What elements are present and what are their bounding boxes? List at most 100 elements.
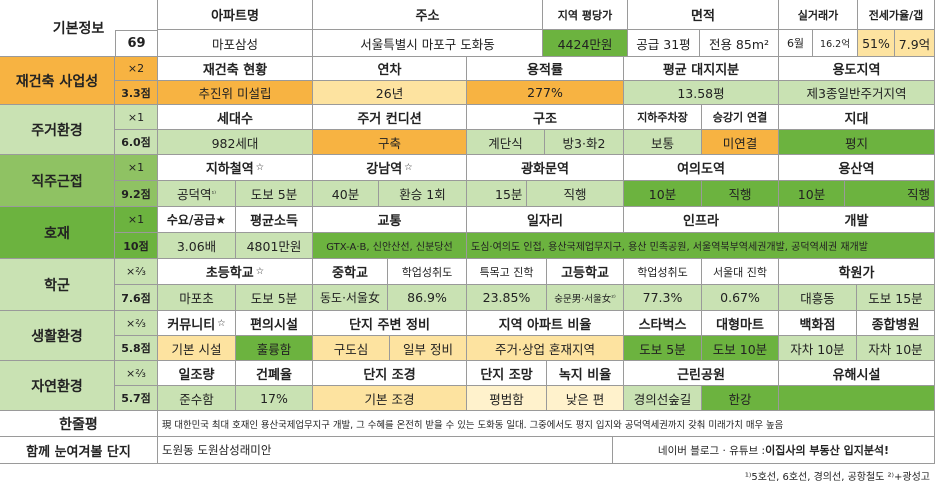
life-starbucks: 도보 5분 xyxy=(624,336,702,361)
trade-price: 16.2억 xyxy=(813,30,858,57)
commute-h4: 여의도역 xyxy=(624,155,779,181)
nature-h6: 근린공원 xyxy=(624,361,779,386)
header-apt: 아파트명 xyxy=(158,0,313,30)
together-label: 함께 눈여겨볼 단지 xyxy=(0,437,158,464)
school-elementary-walk: 도보 5분 xyxy=(236,285,313,311)
life-h7: 백화점 xyxy=(779,311,857,336)
review-label: 한줄평 xyxy=(0,411,158,437)
rebuild-age: 26년 xyxy=(313,81,467,105)
rebuild-weight: ×2 xyxy=(115,57,158,81)
rebuild-h5: 용도지역 xyxy=(779,57,935,81)
dev-h3: 교통 xyxy=(313,207,467,233)
school-score: 7.6점 xyxy=(115,285,158,311)
rebuild-label: 재건축 사업성 xyxy=(0,57,115,105)
life-apartment-ratio: 주거·상업 혼재지역 xyxy=(467,336,624,361)
trade-month: 6월 xyxy=(779,30,813,57)
school-elementary: 마포초 xyxy=(158,285,236,311)
supply-area: 공급 31평 xyxy=(628,30,700,57)
life-h4: 지역 아파트 비율 xyxy=(467,311,624,336)
school-h6: 학업성취도 xyxy=(624,259,702,285)
dev-income: 4801만원 xyxy=(236,233,313,259)
commute-gwanghwamun-time: 15분 xyxy=(467,181,527,207)
school-h7: 서울대 진학 xyxy=(702,259,779,285)
school-h1: 초등학교 ☆ xyxy=(158,259,313,285)
nature-park-2: 한강 xyxy=(702,386,779,411)
school-high-score: 77.3% xyxy=(624,285,702,311)
school-h4: 특목고 진학 xyxy=(467,259,547,285)
apt-address: 서울특별시 마포구 도화동 xyxy=(313,30,543,57)
living-terrain: 평지 xyxy=(779,130,935,155)
commute-station: 공덕역 ¹⁾ xyxy=(158,181,236,207)
dev-weight: ×1 xyxy=(115,207,158,233)
school-weight: ×⅔ xyxy=(115,259,158,285)
dev-jobs-infra: 도심·여의도 인접, 용산국제업무지구, 용산 민족공원, 서울역북부역세권개발… xyxy=(467,233,935,259)
dev-h5: 인프라 xyxy=(624,207,779,233)
together-text: 도원동 도원삼성래미안 xyxy=(158,437,613,464)
living-h3: 구조 xyxy=(467,105,624,130)
nature-h4: 단지 조망 xyxy=(467,361,547,386)
life-community: 기본 시설 xyxy=(158,336,236,361)
rebuild-status: 추진위 미설립 xyxy=(158,81,313,105)
dev-h6: 개발 xyxy=(779,207,935,233)
exclusive-area: 전용 85m² xyxy=(700,30,779,57)
commute-score: 9.2점 xyxy=(115,181,158,207)
school-snu-rate: 0.67% xyxy=(702,285,779,311)
living-h6: 지대 xyxy=(779,105,935,130)
rebuild-h2: 연차 xyxy=(313,57,467,81)
life-label: 생활환경 xyxy=(0,311,115,361)
review-text: 現 대한민국 최대 호재인 용산국제업무지구 개발, 그 수혜를 온전히 받을 … xyxy=(158,411,935,437)
living-structure-type: 계단식 xyxy=(467,130,545,155)
living-h2: 주거 컨디션 xyxy=(313,105,467,130)
school-h3: 학업성취도 xyxy=(388,259,467,285)
commute-h5: 용산역 xyxy=(779,155,935,181)
nature-h2: 건폐율 xyxy=(236,361,313,386)
header-trade: 실거래가 xyxy=(779,0,858,30)
life-weight: ×⅔ xyxy=(115,311,158,336)
dev-h4: 일자리 xyxy=(467,207,624,233)
life-h6: 대형마트 xyxy=(702,311,779,336)
living-elevator: 미연결 xyxy=(702,130,779,155)
nature-green-ratio: 낮은 편 xyxy=(547,386,624,411)
nature-label: 자연환경 xyxy=(0,361,115,411)
commute-walk: 도보 5분 xyxy=(236,181,313,207)
living-structure-rooms: 방3·화2 xyxy=(545,130,624,155)
nature-landscape: 기본 조경 xyxy=(313,386,467,411)
dev-score: 10점 xyxy=(115,233,158,259)
school-label: 학군 xyxy=(0,259,115,311)
rebuild-far: 277% xyxy=(467,81,624,105)
dev-label: 호재 xyxy=(0,207,115,259)
nature-view: 평범함 xyxy=(467,386,547,411)
nature-h7: 유해시설 xyxy=(779,361,935,386)
nature-score: 5.7점 xyxy=(115,386,158,411)
life-area-status: 구도심 xyxy=(313,336,390,361)
nature-h1: 일조량 xyxy=(158,361,236,386)
footnote: ¹⁾5호선, 6호선, 경의선, 공항철도 ²⁾+광성고 xyxy=(744,472,930,483)
life-amenities: 훌륭함 xyxy=(236,336,313,361)
basic-label: 기본정보 xyxy=(0,0,158,57)
nature-h3: 단지 조경 xyxy=(313,361,467,386)
rebuild-land-share: 13.58평 xyxy=(624,81,779,105)
school-middle: 동도·서울女 xyxy=(313,285,388,311)
header-jeonse: 전세가율/갭 xyxy=(858,0,935,30)
living-households: 982세대 xyxy=(158,130,313,155)
commute-yeouido-time: 10분 xyxy=(624,181,702,207)
school-high: 숭문男·서울女 ²⁾ xyxy=(547,285,624,311)
apt-name: 마포삼성 xyxy=(158,30,313,57)
school-h8: 학원가 xyxy=(779,259,935,285)
rebuild-h4: 평균 대지지분 xyxy=(624,57,779,81)
school-h2: 중학교 xyxy=(313,259,388,285)
gap-value: 7.9억 xyxy=(895,30,935,57)
nature-coverage: 17% xyxy=(236,386,313,411)
commute-weight: ×1 xyxy=(115,155,158,181)
life-h3: 단지 주변 정비 xyxy=(313,311,467,336)
dev-h1: 수요/공급★ xyxy=(158,207,236,233)
rebuild-h3: 용적률 xyxy=(467,57,624,81)
rebuild-h1: 재건축 현황 xyxy=(158,57,313,81)
commute-gangnam-transfer: 환승 1회 xyxy=(379,181,467,207)
nature-sunlight: 준수함 xyxy=(158,386,236,411)
living-h1: 세대수 xyxy=(158,105,313,130)
header-address: 주소 xyxy=(313,0,543,30)
header-price-area: 지역 평당가 xyxy=(543,0,628,30)
living-score: 6.0점 xyxy=(115,130,158,155)
